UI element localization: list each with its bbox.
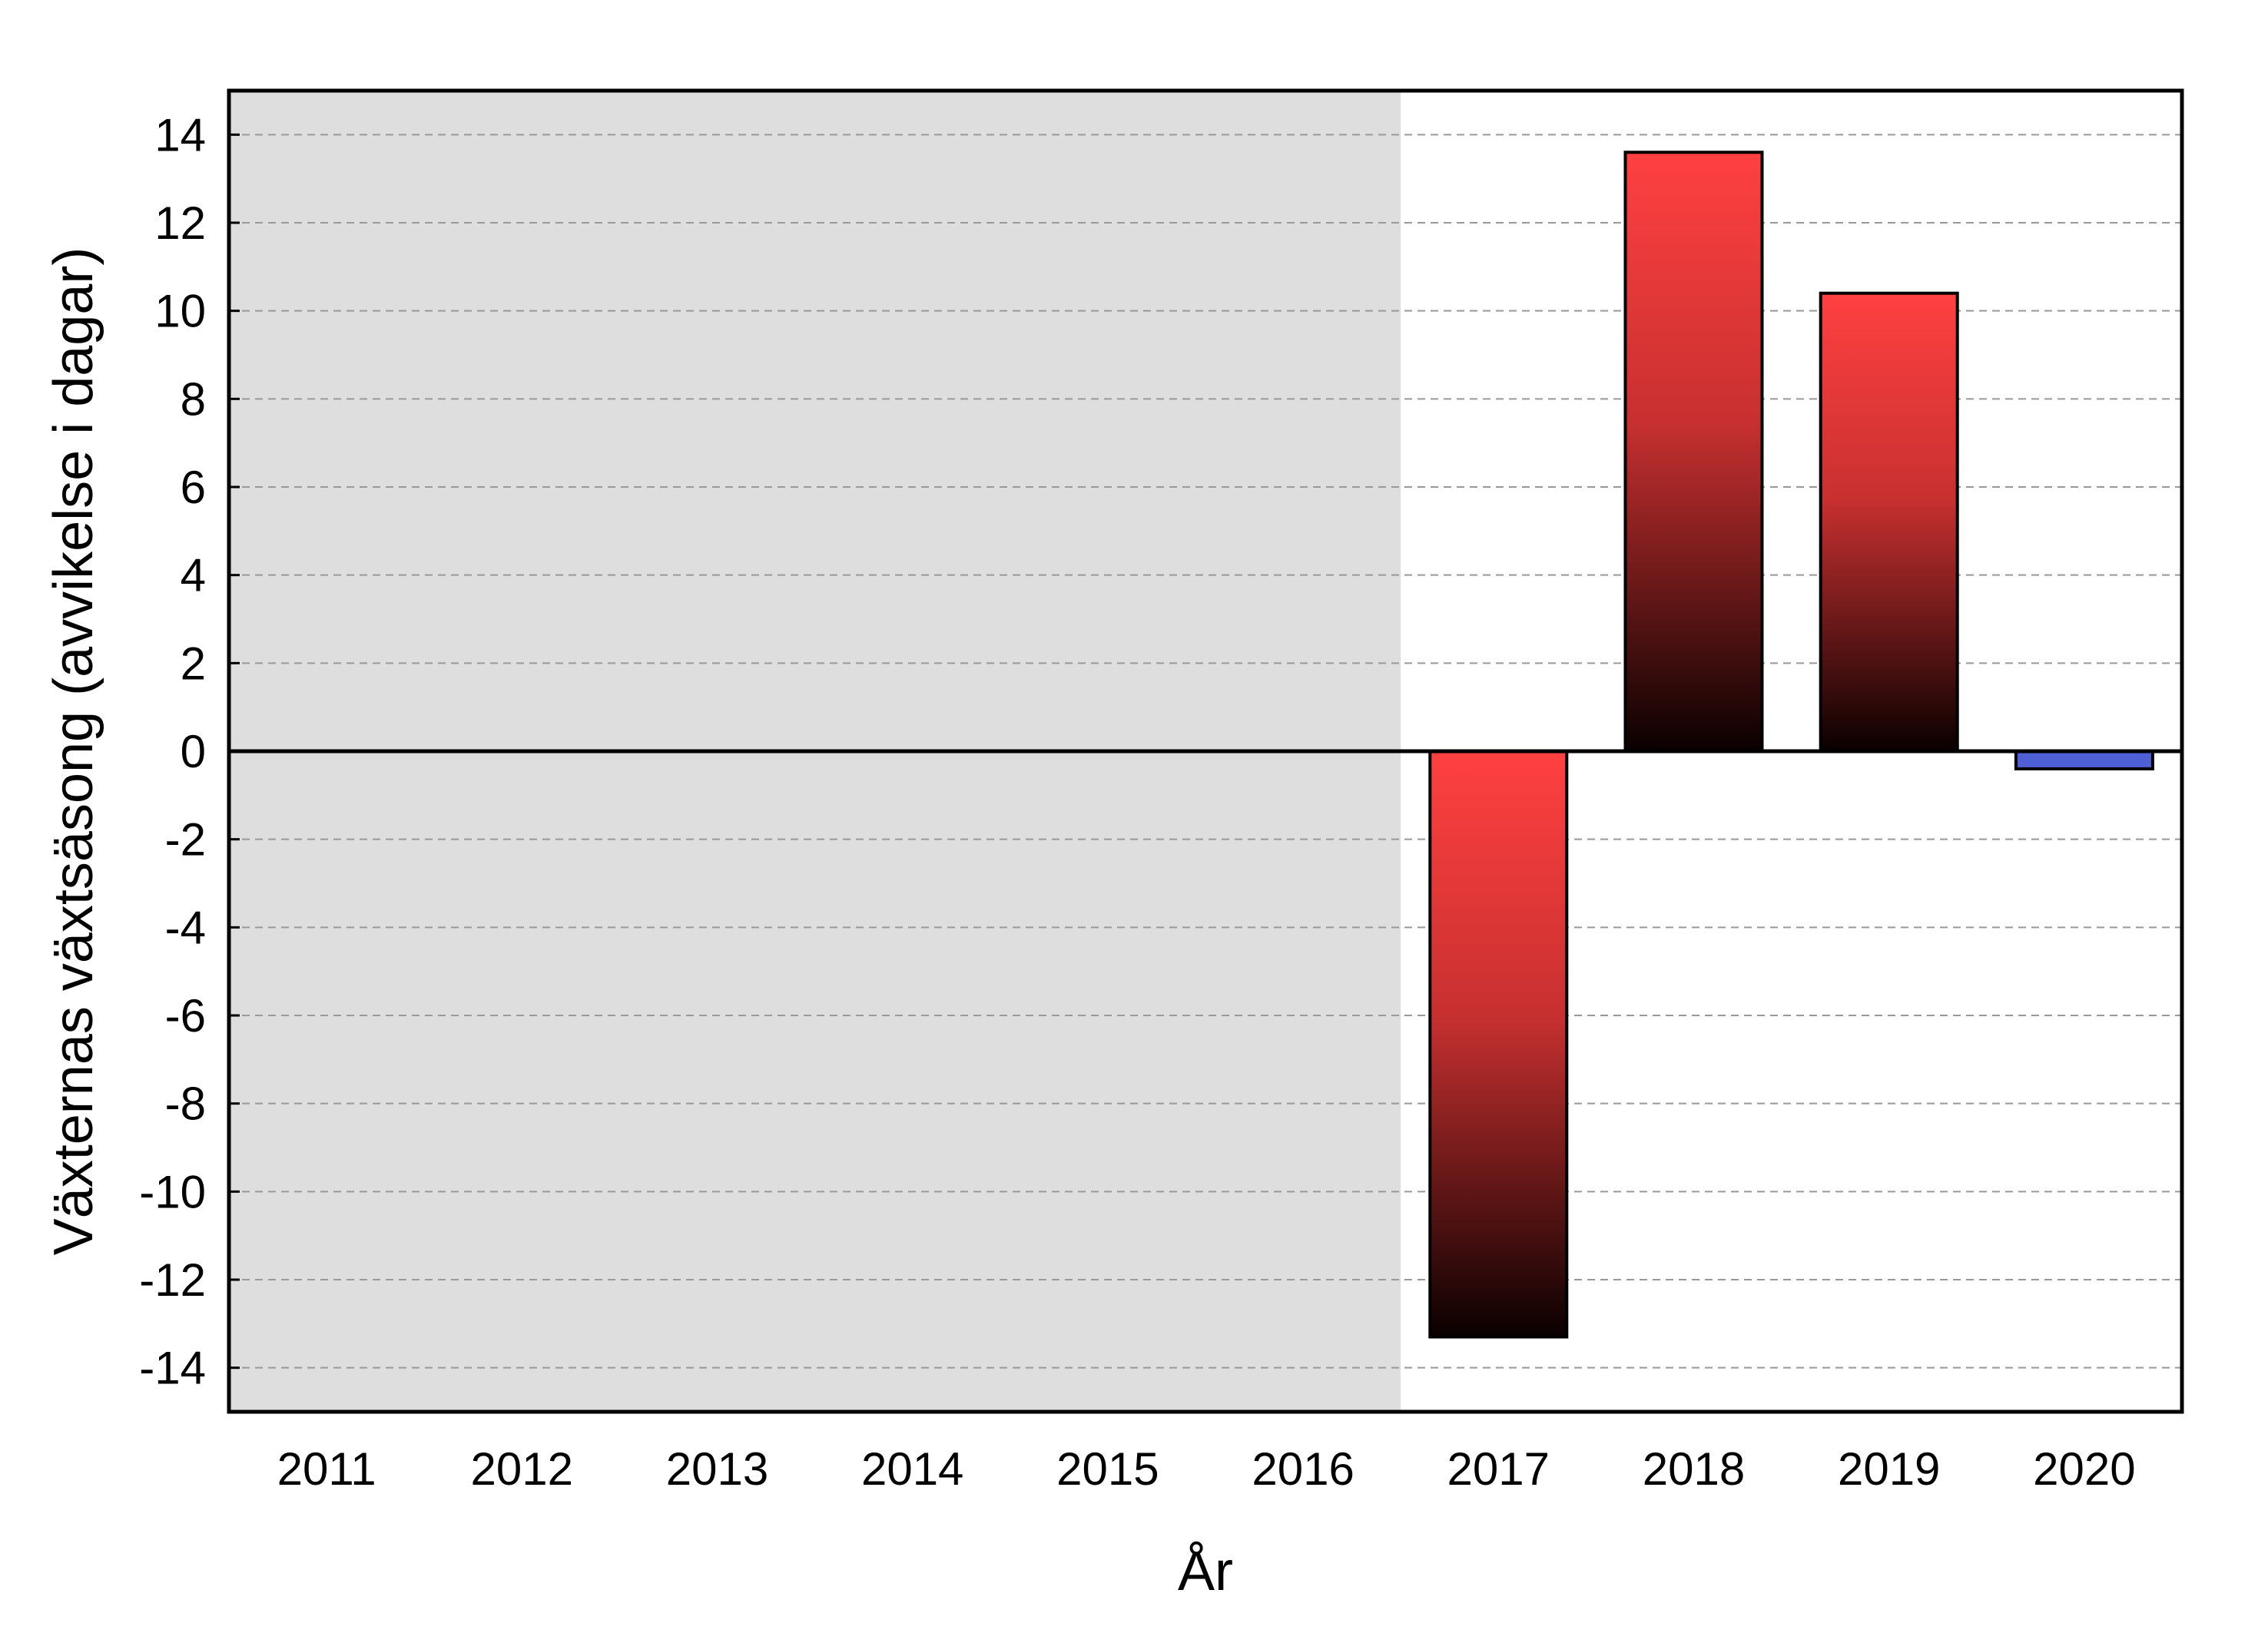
x-tick-label: 2011 xyxy=(277,1443,376,1495)
y-tick-label: -10 xyxy=(139,1166,206,1217)
x-tick-label: 2019 xyxy=(1838,1443,1940,1495)
y-tick-label: -8 xyxy=(165,1078,206,1130)
y-tick-label: 0 xyxy=(181,726,206,777)
y-tick-label: 6 xyxy=(181,462,206,513)
x-tick-label: 2017 xyxy=(1447,1443,1550,1495)
bar-2018 xyxy=(1623,151,1764,753)
x-tick-label: 2020 xyxy=(2033,1443,2135,1495)
y-tick-label: 8 xyxy=(181,373,206,425)
y-tick-label: 12 xyxy=(154,197,206,249)
x-tick-label: 2012 xyxy=(471,1443,573,1495)
x-tick-label: 2013 xyxy=(666,1443,768,1495)
x-axis-title: År xyxy=(1178,1541,1233,1602)
y-tick-label: -14 xyxy=(139,1343,206,1394)
plot-frame xyxy=(227,88,2184,1414)
y-tick-label: 4 xyxy=(181,550,206,601)
bar-2017 xyxy=(1428,750,1569,1339)
y-tick-label: -4 xyxy=(165,902,206,953)
x-tick-label: 2018 xyxy=(1643,1443,1745,1495)
y-tick-label: 10 xyxy=(154,286,206,337)
x-tick-label: 2015 xyxy=(1056,1443,1159,1495)
x-tick-label: 2014 xyxy=(861,1443,963,1495)
y-tick-label: -12 xyxy=(139,1254,206,1306)
y-tick-label: 2 xyxy=(181,638,206,689)
y-axis-title: Växternas växtsäsong (avvikelse i dagar) xyxy=(43,247,104,1256)
bar-2019 xyxy=(1819,291,1959,753)
x-tick-label: 2016 xyxy=(1252,1443,1354,1495)
y-tick-label: -2 xyxy=(165,814,206,866)
y-tick-label: 14 xyxy=(154,109,206,161)
y-tick-label: -6 xyxy=(165,990,206,1042)
bar-2020 xyxy=(2014,750,2154,770)
